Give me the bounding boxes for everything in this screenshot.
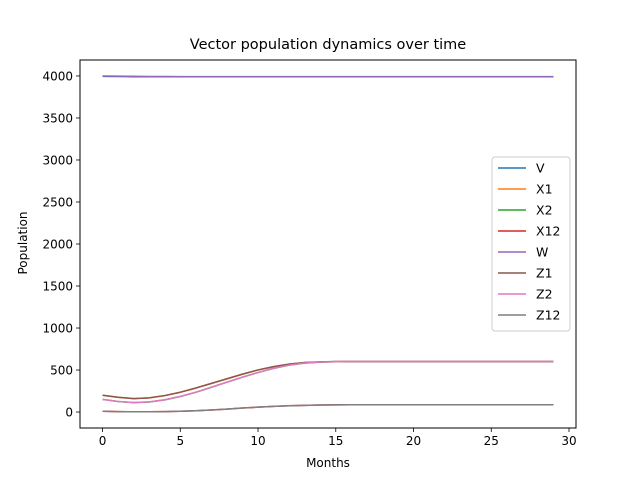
x-tick-label: 10	[250, 434, 265, 448]
y-tick-label: 1500	[42, 279, 73, 293]
legend-label: W	[536, 245, 548, 260]
y-tick-label: 2000	[42, 237, 73, 251]
legend-label: V	[536, 161, 545, 176]
series-line-z2	[102, 360, 554, 404]
legend-label: X1	[536, 182, 553, 197]
legend-label: X2	[536, 203, 553, 218]
y-tick-label: 4000	[42, 69, 73, 83]
legend-label: Z2	[536, 287, 553, 302]
legend-item-z12: Z12	[498, 308, 560, 323]
legend-label: Z1	[536, 266, 553, 281]
x-axis: 0 5 10 15 20 25 30	[99, 428, 577, 448]
series-layer	[102, 75, 554, 413]
y-tick-label: 500	[50, 363, 73, 377]
x-tick-label: 5	[176, 434, 184, 448]
x-axis-label: Months	[306, 456, 350, 470]
legend-item-z1: Z1	[498, 266, 553, 281]
y-axis: 0 500 1000 1500 2000 2500 3000 3500 4000	[42, 69, 80, 419]
y-tick-label: 3000	[42, 153, 73, 167]
y-tick-label: 2500	[42, 195, 73, 209]
y-tick-label: 0	[65, 405, 73, 419]
y-axis-label: Population	[16, 211, 30, 274]
x-tick-label: 20	[406, 434, 421, 448]
chart-title: Vector population dynamics over time	[190, 37, 467, 53]
legend-item-x2: X2	[498, 203, 553, 218]
series-line-w	[102, 75, 554, 78]
legend-item-w: W	[498, 245, 548, 260]
x-tick-label: 15	[328, 434, 343, 448]
legend: V X1 X2 X12 W Z1 Z2 Z12	[491, 156, 571, 332]
y-tick-label: 3500	[42, 111, 73, 125]
legend-label: X12	[536, 224, 560, 239]
legend-box	[491, 156, 571, 332]
series-line-z12	[102, 403, 554, 413]
x-tick-label: 30	[561, 434, 576, 448]
legend-label: Z12	[536, 308, 560, 323]
y-tick-label: 1000	[42, 321, 73, 335]
legend-item-z2: Z2	[498, 287, 553, 302]
legend-item-x12: X12	[498, 224, 560, 239]
x-tick-label: 0	[99, 434, 107, 448]
x-tick-label: 25	[484, 434, 499, 448]
legend-item-v: V	[498, 161, 545, 176]
legend-item-x1: X1	[498, 182, 553, 197]
